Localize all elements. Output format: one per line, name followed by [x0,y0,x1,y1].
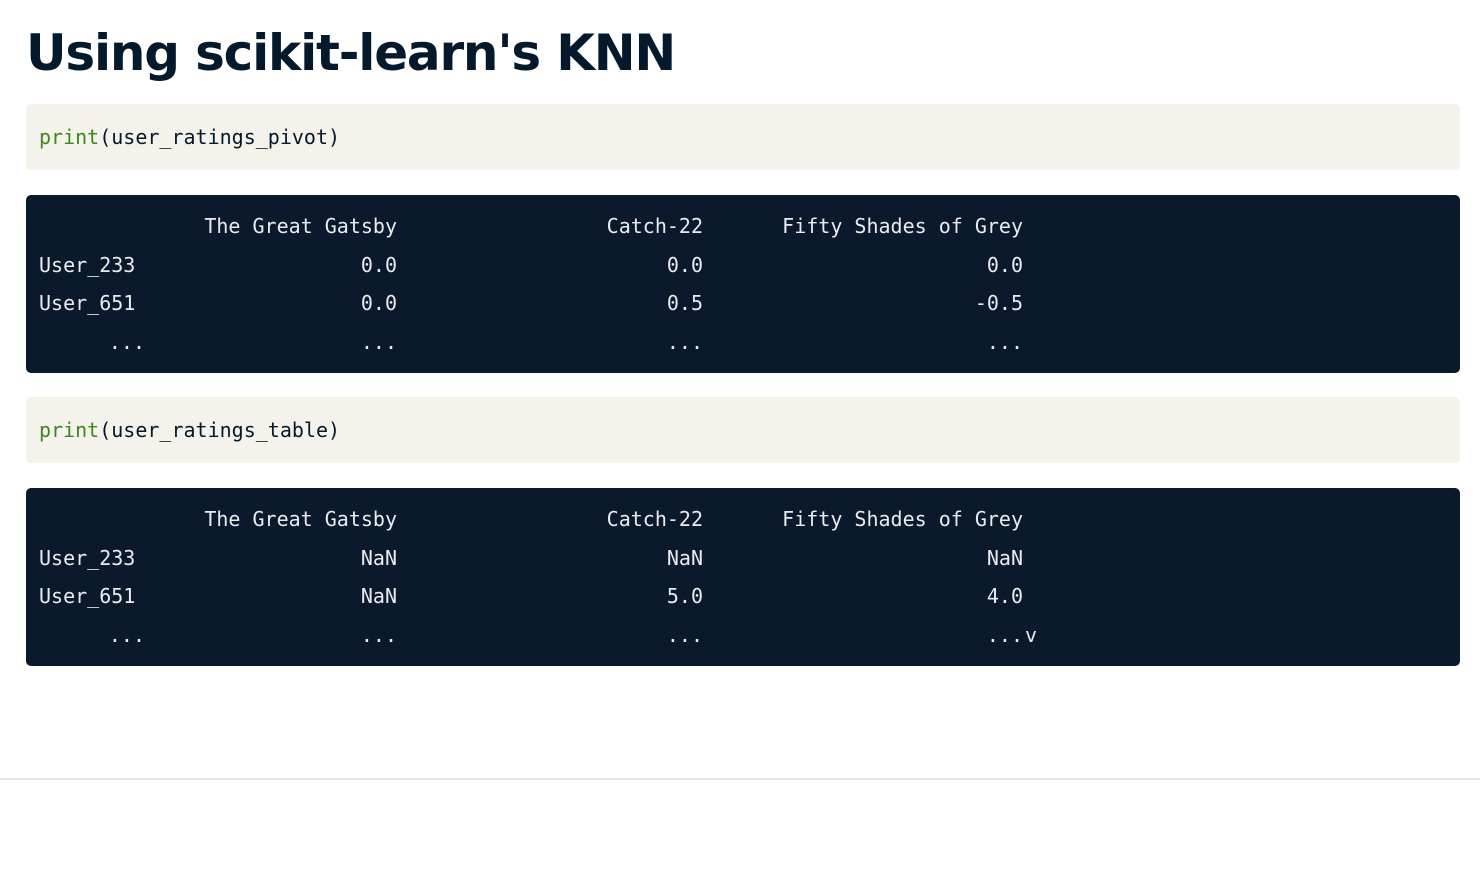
output-ellipsis-row: ... ... ... ... v [39,616,1460,655]
row-value: NaN [360,584,397,608]
output-cell-1: The Great Gatsby Catch-22 Fifty Shades o… [26,195,1460,373]
row-value: -0.5 [974,291,1023,315]
column-header: Catch-22 [606,507,703,531]
column-header: Catch-22 [606,214,703,238]
row-value: NaN [360,545,397,570]
output-row: User_651 0.0 0.5 -0.5 [39,284,1460,323]
row-value: ... [360,622,397,647]
row-index: User_233 [39,252,136,277]
output-header-row: The Great Gatsby Catch-22 Fifty Shades o… [39,207,1460,246]
row-index: ... [108,329,145,354]
code-cell-2[interactable]: print(user_ratings_table) [26,397,1460,463]
slide-title: Using scikit-learn's KNN [26,24,676,82]
row-value: NaN [986,545,1023,570]
code-arguments: (user_ratings_table) [99,418,341,442]
output-ellipsis-row: ... ... ... ... [39,323,1460,362]
bottom-divider [0,778,1480,780]
column-header: The Great Gatsby [204,507,397,531]
row-value: 0.5 [666,291,703,315]
row-value: NaN [666,545,703,570]
output-header-row: The Great Gatsby Catch-22 Fifty Shades o… [39,500,1460,539]
column-header: The Great Gatsby [204,214,397,238]
code-function-name: print [39,418,100,442]
row-value: ... [360,329,397,354]
row-value: 0.0 [360,252,397,277]
output-row: User_651 NaN 5.0 4.0 [39,577,1460,616]
row-index: User_651 [39,584,136,608]
output-cell-2: The Great Gatsby Catch-22 Fifty Shades o… [26,488,1460,666]
row-value: 0.0 [986,252,1023,277]
row-value: 5.0 [666,584,703,608]
trailing-text: v [1025,622,1038,647]
row-value: ... [666,329,703,354]
row-index: User_233 [39,545,136,570]
column-header: Fifty Shades of Grey [782,507,1023,531]
row-index: ... [108,622,145,647]
row-value: 4.0 [986,584,1023,608]
column-header: Fifty Shades of Grey [782,214,1023,238]
row-value: ... [986,622,1023,647]
row-value: ... [666,622,703,647]
row-value: 0.0 [666,252,703,277]
row-value: ... [986,329,1023,354]
output-row: User_233 0.0 0.0 0.0 [39,246,1460,285]
code-arguments: (user_ratings_pivot) [99,125,341,149]
row-index: User_651 [39,291,136,315]
code-function-name: print [39,125,100,149]
code-cell-1[interactable]: print(user_ratings_pivot) [26,104,1460,170]
row-value: 0.0 [360,291,397,315]
output-row: User_233 NaN NaN NaN [39,539,1460,578]
